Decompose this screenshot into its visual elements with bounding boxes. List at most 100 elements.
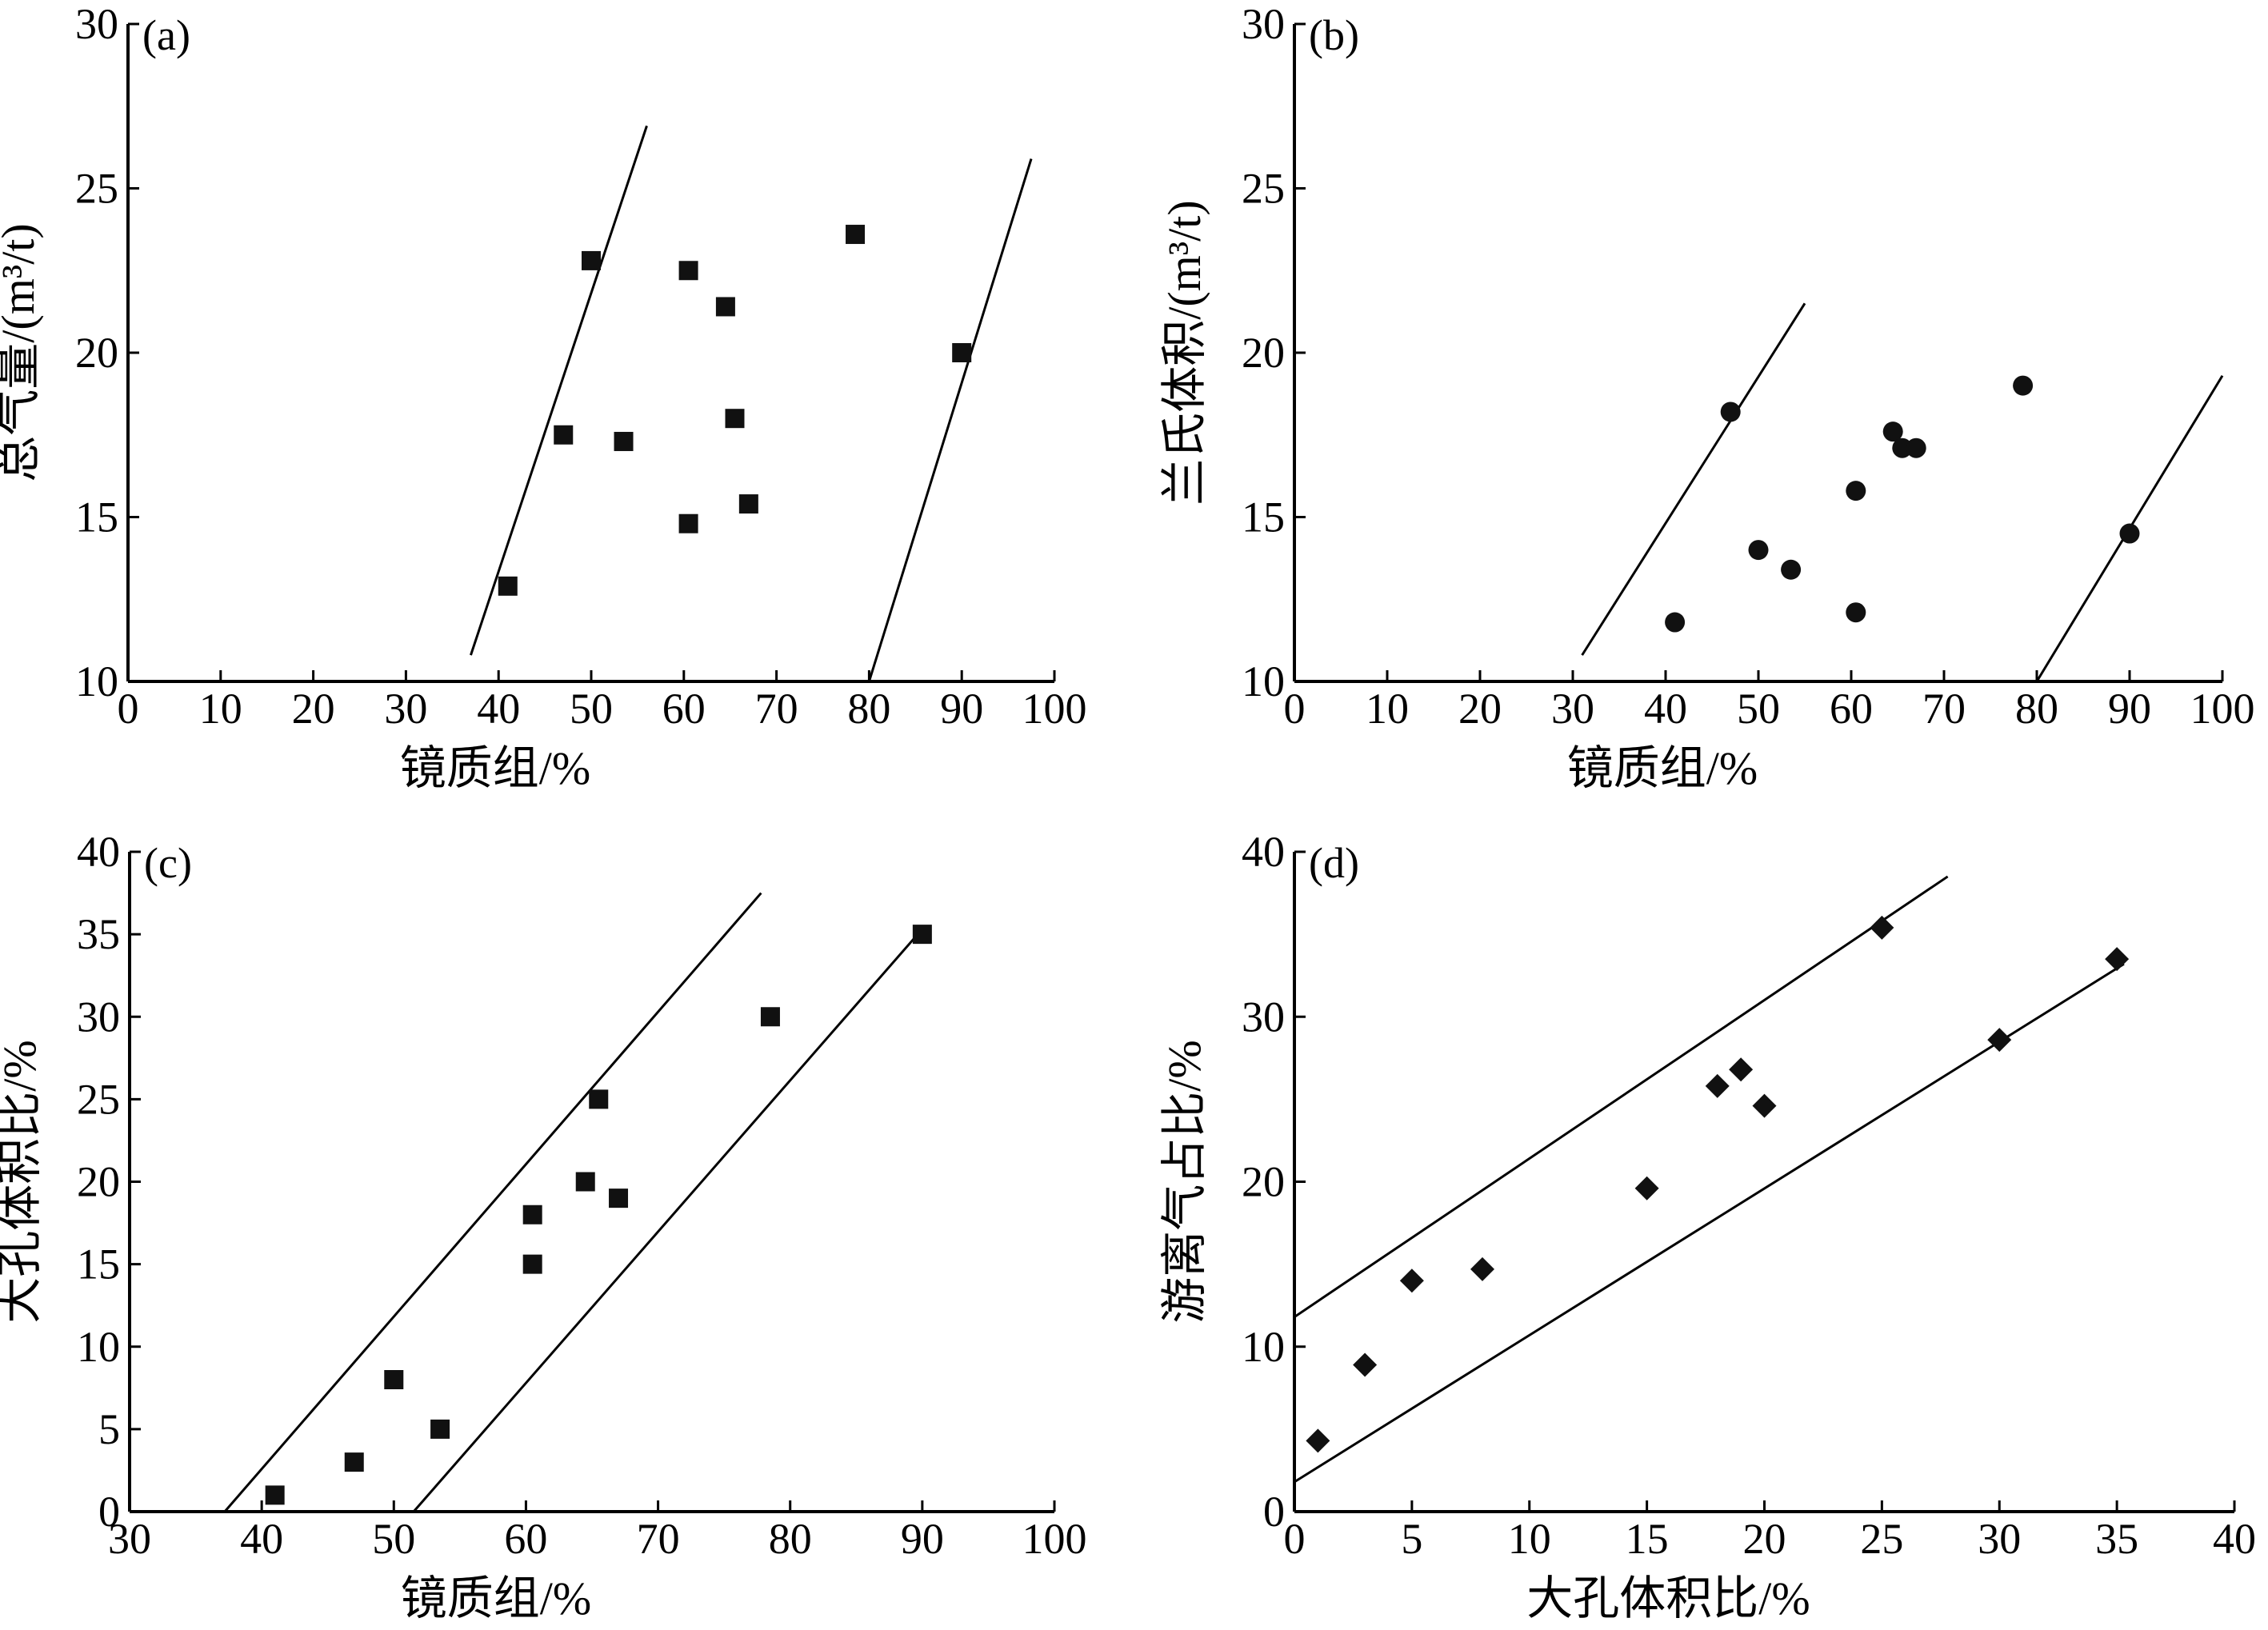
y-tick-label: 20 (1242, 329, 1285, 377)
data-point (2105, 947, 2130, 972)
panel-label: (d) (1309, 839, 1359, 887)
trend-line (223, 892, 762, 1512)
data-point (589, 1089, 609, 1109)
data-point (1729, 1057, 1754, 1082)
data-point (1399, 1268, 1424, 1293)
trend-line (470, 125, 648, 656)
x-tick-label: 80 (769, 1515, 812, 1563)
x-tick-label: 10 (1508, 1515, 1551, 1563)
x-tick-label: 0 (1284, 685, 1306, 733)
x-tick-label: 50 (1737, 685, 1780, 733)
y-tick-label: 30 (1242, 0, 1285, 48)
y-tick-label: 10 (1242, 1323, 1285, 1371)
data-point (1353, 1352, 1378, 1377)
y-axis-title: 大孔体积比/% (0, 1040, 46, 1323)
data-point (952, 343, 972, 362)
y-axis-title: 兰氏体积/(m³/t) (1158, 200, 1210, 505)
x-tick-label: 10 (1366, 685, 1409, 733)
panel-label: (b) (1309, 11, 1359, 59)
data-point (715, 297, 735, 317)
y-axis-title: 总气量/(m³/t) (0, 223, 44, 481)
x-tick-label: 30 (1978, 1515, 2021, 1563)
x-tick-label: 90 (901, 1515, 944, 1563)
x-tick-label: 20 (1458, 685, 1502, 733)
data-point (575, 1172, 595, 1192)
y-tick-label: 25 (1242, 165, 1285, 213)
y-tick-label: 35 (77, 910, 120, 958)
data-point (1781, 559, 1802, 580)
data-point (1870, 915, 1894, 940)
data-point (2013, 375, 2034, 396)
x-tick-label: 25 (1860, 1515, 1903, 1563)
x-tick-label: 60 (504, 1515, 547, 1563)
y-tick-label: 15 (1242, 493, 1285, 541)
x-tick-label: 20 (292, 685, 335, 733)
x-tick-label: 80 (2015, 685, 2058, 733)
y-tick-label: 40 (1242, 828, 1285, 876)
x-tick-label: 35 (2095, 1515, 2138, 1563)
x-tick-label: 100 (2190, 685, 2255, 733)
data-point (614, 431, 634, 451)
data-point (760, 1007, 780, 1027)
x-tick-label: 90 (940, 685, 983, 733)
y-tick-label: 30 (75, 0, 118, 48)
data-point (582, 250, 601, 270)
data-point (609, 1189, 629, 1209)
data-point (430, 1419, 450, 1439)
panel-label: (c) (144, 839, 192, 887)
data-point (1882, 421, 1903, 442)
y-tick-label: 30 (77, 993, 120, 1041)
x-tick-label: 30 (384, 685, 427, 733)
x-tick-label: 10 (199, 685, 242, 733)
y-tick-label: 25 (77, 1075, 120, 1123)
data-point (1470, 1256, 1494, 1281)
y-tick-label: 10 (75, 657, 118, 705)
x-axis-title: 镜质组/% (401, 1572, 591, 1624)
data-point (1892, 437, 1913, 458)
y-tick-label: 15 (75, 493, 118, 541)
x-tick-label: 40 (1644, 685, 1687, 733)
data-point (678, 261, 698, 281)
x-tick-label: 0 (118, 685, 139, 733)
data-point (554, 425, 574, 445)
trend-line (1581, 302, 1806, 656)
trend-line (867, 158, 1033, 681)
data-point (344, 1452, 364, 1472)
y-tick-label: 25 (75, 165, 118, 213)
x-axis-title: 镜质组/% (400, 742, 590, 794)
data-point (738, 494, 758, 514)
x-tick-label: 70 (637, 1515, 680, 1563)
x-tick-label: 30 (1551, 685, 1594, 733)
data-point (522, 1205, 542, 1224)
y-axis-title: 游离气占比/% (1158, 1040, 1210, 1323)
data-point (1634, 1176, 1659, 1201)
x-tick-label: 5 (1401, 1515, 1422, 1563)
y-tick-label: 20 (75, 329, 118, 377)
x-tick-label: 20 (1743, 1515, 1786, 1563)
data-point (1665, 612, 1686, 633)
panel-d: 0 5 10 15 20 25 30 35 40 0 10 20 30 40 (d) 大孔体积比/% 游离气占比… (1158, 828, 2256, 1624)
x-axis-title: 大孔体积比/% (1526, 1572, 1810, 1624)
y-tick-label: 30 (1242, 993, 1285, 1041)
data-point (1748, 540, 1769, 561)
data-point (725, 409, 745, 429)
y-tick-label: 40 (77, 828, 120, 876)
data-point (522, 1254, 542, 1274)
y-tick-label: 20 (1242, 1158, 1285, 1206)
x-tick-label: 15 (1626, 1515, 1669, 1563)
x-tick-label: 50 (570, 685, 613, 733)
trend-line (412, 925, 926, 1512)
data-point (846, 225, 866, 245)
panel-c: 30 40 50 60 70 80 90 100 0 5 10 15 20 25 30 35 40 (c) 镜质组/… (0, 828, 1087, 1624)
x-axis-title: 镜质组/% (1567, 742, 1758, 794)
data-point (265, 1485, 285, 1505)
data-point (2119, 523, 2140, 544)
x-tick-label: 40 (240, 1515, 283, 1563)
x-tick-label: 40 (2213, 1515, 2256, 1563)
x-tick-label: 50 (372, 1515, 415, 1563)
y-tick-label: 5 (98, 1405, 120, 1453)
data-point (1846, 602, 1866, 623)
y-tick-label: 10 (1242, 657, 1285, 705)
